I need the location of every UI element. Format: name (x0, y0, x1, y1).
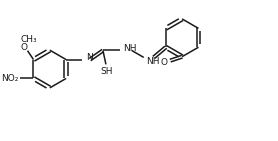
Text: NO₂: NO₂ (1, 74, 18, 83)
Text: N: N (86, 53, 93, 62)
Text: CH₃: CH₃ (20, 35, 37, 44)
Text: O: O (161, 58, 168, 67)
Text: SH: SH (101, 67, 113, 76)
Text: NH: NH (146, 57, 159, 66)
Text: O: O (20, 43, 27, 52)
Text: NH: NH (123, 44, 136, 53)
